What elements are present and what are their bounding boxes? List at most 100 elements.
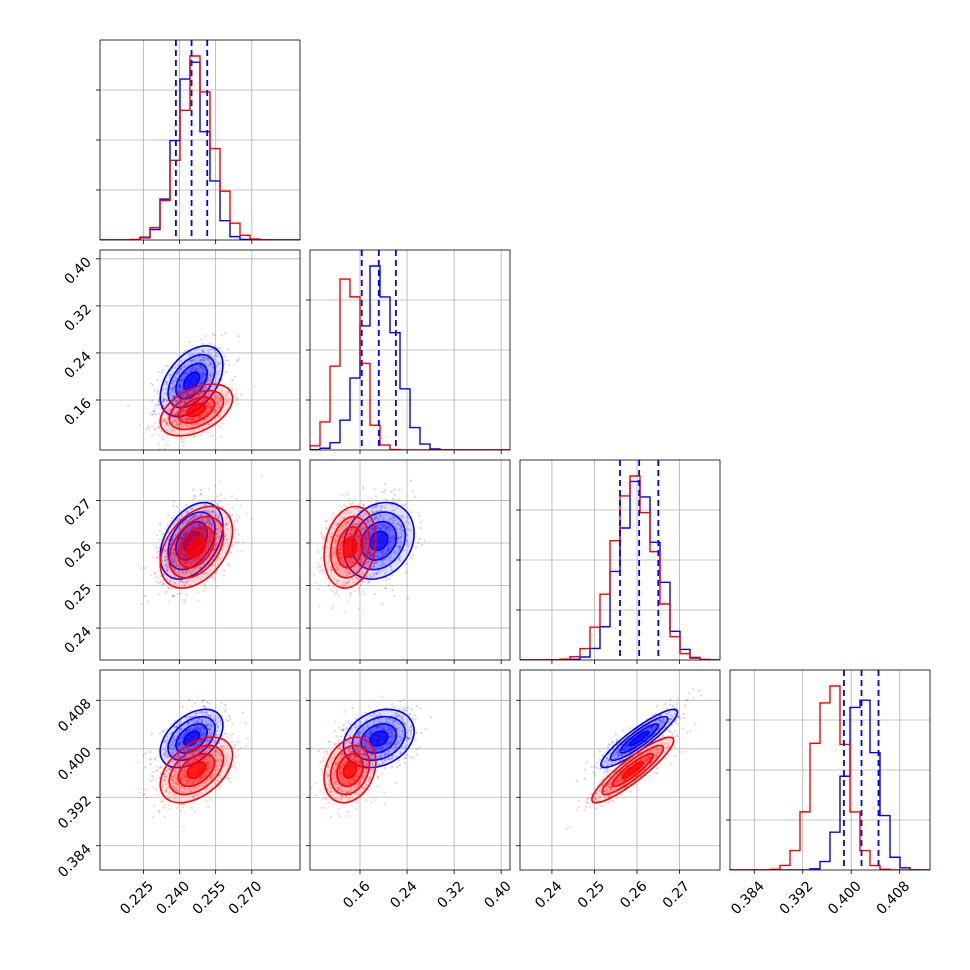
sample-point bbox=[378, 559, 382, 562]
sample-point bbox=[207, 422, 210, 425]
sample-point bbox=[176, 782, 179, 785]
sample-point bbox=[206, 517, 209, 520]
sample-point bbox=[208, 548, 211, 551]
sample-point bbox=[339, 519, 342, 522]
sample-point bbox=[207, 376, 210, 379]
sample-point bbox=[214, 514, 217, 517]
sample-point bbox=[223, 363, 226, 366]
sample-point bbox=[197, 532, 200, 535]
sample-point bbox=[405, 562, 408, 566]
sample-point bbox=[217, 400, 220, 404]
sample-point bbox=[188, 518, 192, 522]
sample-point bbox=[399, 514, 402, 517]
sample-point bbox=[357, 524, 361, 527]
sample-point bbox=[326, 538, 329, 542]
sample-point bbox=[178, 398, 181, 401]
sample-point bbox=[182, 414, 186, 417]
sample-point bbox=[205, 411, 208, 414]
sample-point bbox=[356, 533, 359, 536]
sample-point bbox=[162, 741, 166, 744]
sample-point bbox=[175, 540, 178, 544]
sample-point bbox=[195, 728, 198, 731]
sample-point bbox=[184, 531, 187, 534]
sample-point bbox=[192, 396, 195, 399]
sample-point bbox=[184, 371, 187, 374]
sample-point bbox=[204, 774, 207, 777]
sample-point bbox=[216, 400, 219, 403]
sample-point bbox=[193, 388, 196, 391]
sample-point bbox=[220, 402, 223, 405]
sample-point bbox=[187, 529, 190, 532]
sample-point bbox=[364, 539, 367, 542]
sample-point bbox=[209, 541, 212, 544]
sample-point bbox=[215, 536, 219, 539]
sample-point bbox=[220, 754, 223, 757]
sample-point bbox=[171, 776, 174, 779]
sample-point bbox=[164, 783, 167, 786]
sample-point bbox=[173, 558, 176, 561]
sample-point bbox=[208, 373, 211, 376]
sample-point bbox=[224, 703, 227, 707]
sample-point bbox=[327, 584, 330, 587]
sample-point bbox=[175, 725, 178, 729]
sample-point bbox=[340, 493, 344, 496]
sample-point bbox=[167, 514, 170, 517]
sample-point bbox=[381, 555, 384, 558]
sample-point bbox=[182, 553, 185, 556]
contour-line bbox=[336, 526, 364, 569]
sample-point bbox=[175, 372, 179, 375]
sample-point bbox=[161, 434, 164, 437]
sample-point bbox=[162, 437, 165, 440]
sample-point bbox=[192, 425, 195, 428]
sample-point bbox=[184, 568, 187, 571]
sample-point bbox=[373, 562, 376, 565]
sample-point bbox=[199, 531, 203, 534]
sample-point bbox=[362, 581, 365, 584]
sample-point bbox=[202, 533, 205, 536]
sample-point bbox=[220, 398, 223, 401]
sample-point bbox=[180, 514, 184, 518]
sample-point bbox=[220, 722, 223, 726]
sample-point bbox=[186, 397, 189, 400]
sample-point bbox=[216, 515, 220, 519]
sample-point bbox=[391, 536, 394, 540]
sample-point bbox=[184, 349, 187, 353]
sample-point bbox=[393, 508, 396, 512]
sample-point bbox=[171, 594, 175, 597]
sample-point bbox=[192, 786, 196, 789]
sample-point bbox=[371, 565, 375, 568]
sample-point bbox=[339, 531, 342, 534]
sample-point bbox=[385, 527, 389, 530]
sample-point bbox=[191, 401, 194, 404]
sample-point bbox=[211, 415, 214, 418]
sample-point bbox=[183, 533, 186, 536]
sample-point bbox=[158, 426, 161, 429]
sample-point bbox=[212, 375, 215, 378]
sample-point bbox=[171, 420, 174, 424]
sample-point bbox=[190, 367, 194, 371]
sample-point bbox=[180, 423, 183, 426]
sample-point bbox=[161, 388, 164, 391]
sample-point bbox=[387, 533, 390, 536]
sample-point bbox=[355, 523, 358, 526]
sample-point bbox=[211, 393, 214, 396]
sample-point bbox=[369, 505, 372, 508]
sample-point bbox=[171, 411, 174, 414]
sample-point bbox=[171, 388, 174, 391]
sample-point bbox=[186, 392, 189, 395]
sample-point bbox=[199, 422, 203, 425]
sample-point bbox=[179, 552, 182, 555]
sample-point bbox=[383, 567, 386, 571]
sample-point bbox=[218, 396, 222, 399]
sample-point bbox=[191, 534, 194, 537]
sample-point bbox=[343, 569, 346, 572]
sample-point bbox=[175, 562, 178, 565]
sample-point bbox=[397, 557, 400, 560]
sample-point bbox=[170, 586, 173, 590]
sample-point bbox=[347, 521, 350, 524]
sample-point bbox=[200, 554, 204, 558]
sample-point bbox=[375, 550, 378, 554]
sample-point bbox=[193, 497, 196, 501]
sample-point bbox=[207, 401, 210, 404]
sample-point bbox=[374, 560, 377, 563]
